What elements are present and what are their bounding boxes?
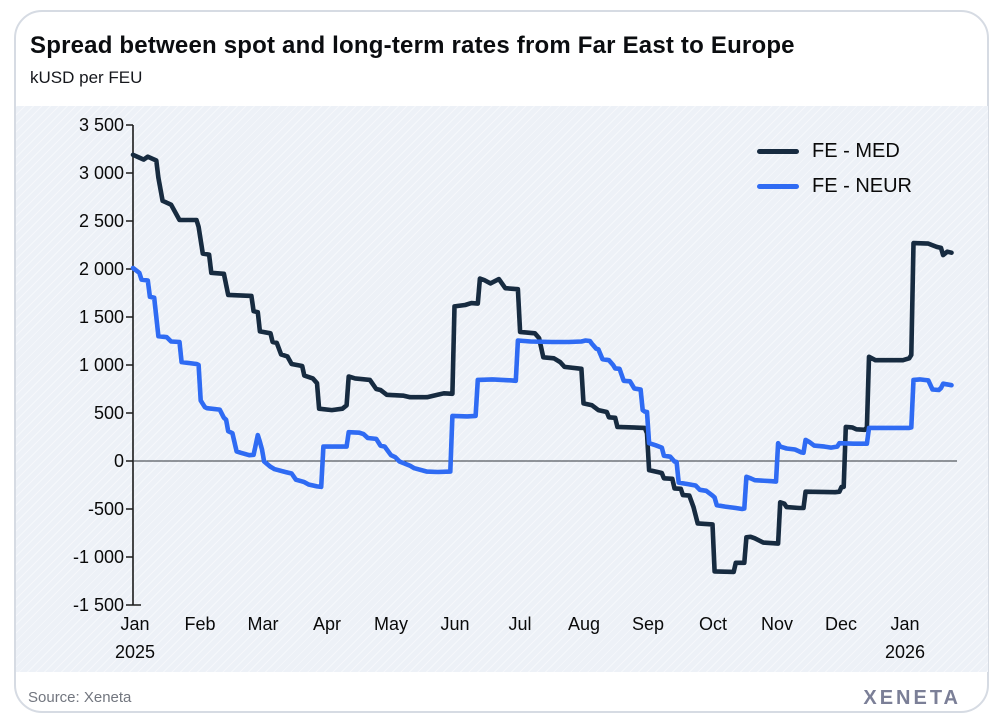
source-attribution: Source: Xeneta — [28, 689, 132, 706]
y-axis-tick-label: 0 — [113, 451, 124, 471]
chart-legend: FE - MED FE - NEUR — [757, 134, 912, 204]
x-axis-tick-label: Aug — [567, 614, 601, 634]
x-axis-tick-label: May — [373, 614, 408, 634]
legend-line-swatch-neur — [757, 184, 799, 189]
x-axis-tick-label: Jul — [508, 614, 532, 634]
plot-panel — [16, 106, 988, 672]
page-title: Spread between spot and long-term rates … — [30, 32, 795, 59]
chart-units-subtitle: kUSD per FEU — [30, 68, 143, 87]
x-axis-tick-label: Jan — [890, 614, 920, 634]
y-axis-tick-label: -500 — [87, 499, 124, 519]
xeneta-logo: XENETA — [863, 687, 961, 709]
y-axis-tick-label: 500 — [93, 403, 124, 423]
legend-label: FE - NEUR — [812, 175, 912, 197]
y-axis-tick-label: 1 500 — [78, 307, 124, 327]
x-axis-tick-label: Feb — [184, 614, 216, 634]
y-axis-tick-label: 3 500 — [78, 115, 124, 135]
x-axis-tick-label: Dec — [824, 614, 857, 634]
x-axis-tick-label: Jan — [120, 614, 150, 634]
x-axis-year-label: 2026 — [884, 642, 926, 662]
y-axis-tick-label: 3 000 — [78, 163, 124, 183]
x-axis-tick-label: Sep — [631, 614, 665, 634]
y-axis-tick-label: 2 000 — [78, 259, 124, 279]
legend-item-fe-med: FE - MED — [757, 134, 912, 169]
y-axis-tick-label: 2 500 — [78, 211, 124, 231]
x-axis-tick-label: Oct — [698, 614, 727, 634]
x-axis-tick-label: Apr — [312, 614, 341, 634]
legend-line-swatch-med — [757, 149, 799, 154]
y-axis-tick-label: -1 000 — [72, 547, 124, 567]
panel-texture — [16, 106, 988, 672]
x-axis-tick-label: Mar — [247, 614, 279, 634]
y-axis-tick-label: -1 500 — [72, 595, 124, 615]
x-axis-year-label: 2025 — [114, 642, 156, 662]
x-axis-tick-label: Nov — [760, 614, 793, 634]
legend-label: FE - MED — [812, 140, 900, 162]
legend-item-fe-neur: FE - NEUR — [757, 169, 912, 204]
y-axis-tick-label: 1 000 — [78, 355, 124, 375]
x-axis-tick-label: Jun — [440, 614, 470, 634]
